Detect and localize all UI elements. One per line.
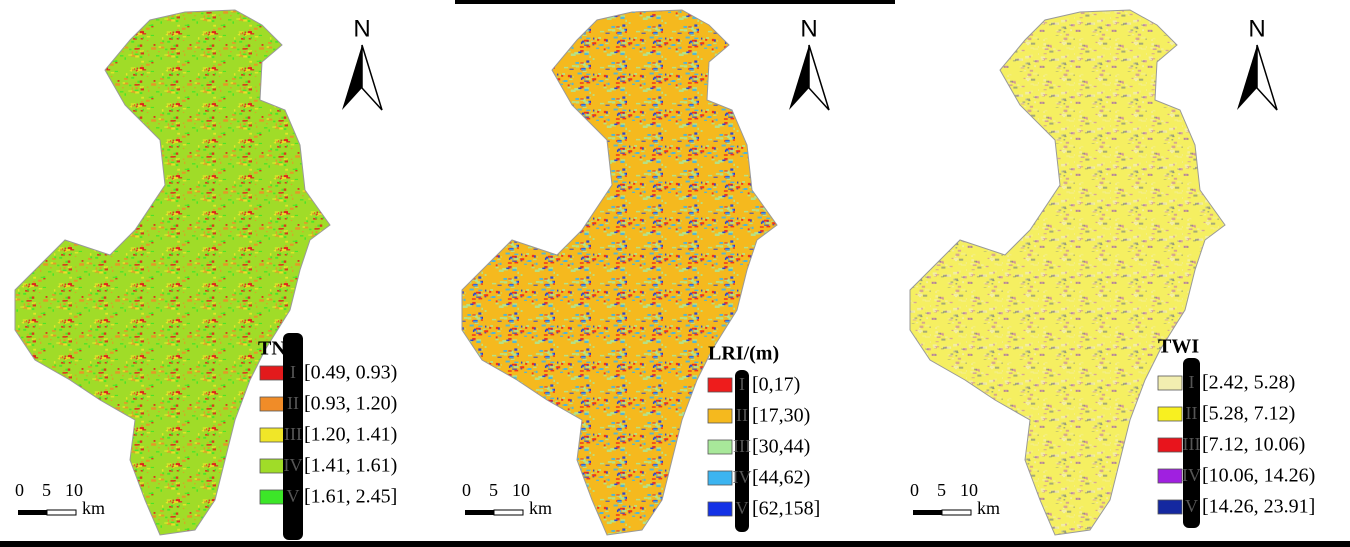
legend-range: [14.26, 23.91] xyxy=(1202,496,1315,518)
legend-class-id: I xyxy=(1189,372,1195,392)
legend-class-id: I xyxy=(739,374,745,394)
scale-bar xyxy=(46,509,77,516)
north-label: N xyxy=(353,15,370,42)
legend-swatch xyxy=(707,501,733,517)
legend-range: [1.61, 2.45] xyxy=(304,486,397,508)
legend-range: [0.49, 0.93) xyxy=(304,362,397,384)
north-arrow xyxy=(1237,45,1257,110)
redaction-mark xyxy=(735,370,749,532)
legend-range: [0,17) xyxy=(752,374,800,396)
legend-class-id: IV xyxy=(1182,465,1201,485)
legend-class-id: V xyxy=(736,498,749,518)
legend-class-id: V xyxy=(1185,496,1198,516)
legend-range: [17,30) xyxy=(752,405,810,427)
legend-title: LRI/(m) xyxy=(708,343,779,365)
north-arrow xyxy=(342,45,362,110)
scale-tick: 5 xyxy=(42,480,51,500)
scale-bar xyxy=(465,510,494,515)
scale-bar xyxy=(493,509,524,516)
legend-swatch xyxy=(259,458,285,474)
redaction-mark xyxy=(1183,358,1200,528)
legend-swatch xyxy=(259,489,285,505)
legend-range: [2.42, 5.28) xyxy=(1202,372,1295,394)
legend-range: [62,158] xyxy=(752,498,820,520)
north-arrow xyxy=(361,44,383,111)
region-map xyxy=(14,9,331,536)
scale-tick: 5 xyxy=(489,480,498,500)
legend-range: [7.12, 10.06) xyxy=(1202,434,1305,456)
scale-bar xyxy=(18,510,47,515)
legend-class-id: II xyxy=(736,405,748,425)
legend-class-id: III xyxy=(733,436,751,456)
legend-range: [5.28, 7.12) xyxy=(1202,403,1295,425)
north-arrow xyxy=(808,44,830,111)
north-label: N xyxy=(800,15,817,42)
region-map xyxy=(909,9,1226,536)
legend-swatch xyxy=(1157,499,1183,515)
legend-range: [44,62) xyxy=(752,467,810,489)
legend-range: [0.93, 1.20) xyxy=(304,393,397,415)
north-label: N xyxy=(1248,15,1265,42)
scale-unit: km xyxy=(82,498,105,518)
scale-tick: 0 xyxy=(910,480,919,500)
legend-swatch xyxy=(707,439,733,455)
legend-swatch xyxy=(1157,406,1183,422)
legend-class-id: IV xyxy=(284,455,303,475)
legend-swatch xyxy=(259,427,285,443)
legend-swatch xyxy=(259,396,285,412)
legend-range: [1.20, 1.41) xyxy=(304,424,397,446)
legend-class-id: II xyxy=(287,393,299,413)
scale-tick: 10 xyxy=(960,480,978,500)
legend-swatch xyxy=(1157,375,1183,391)
legend-title: TWI xyxy=(1158,336,1199,358)
region-map xyxy=(461,9,778,536)
legend-class-id: V xyxy=(287,486,300,506)
legend-range: [10.06, 14.26) xyxy=(1202,465,1315,487)
scale-tick: 10 xyxy=(65,480,83,500)
north-arrow xyxy=(1256,44,1278,111)
legend-class-id: II xyxy=(1186,403,1198,423)
legend-class-id: III xyxy=(284,424,302,444)
frame-top xyxy=(455,0,895,4)
scale-unit: km xyxy=(977,498,1000,518)
legend-range: [30,44) xyxy=(752,436,810,458)
north-arrow xyxy=(789,45,809,110)
legend-class-id: I xyxy=(290,362,296,382)
scale-tick: 0 xyxy=(462,480,471,500)
legend-swatch xyxy=(707,470,733,486)
scale-bar xyxy=(913,510,942,515)
legend-swatch xyxy=(259,365,285,381)
redaction-mark xyxy=(283,333,303,540)
legend-swatch xyxy=(1157,437,1183,453)
legend-class-id: III xyxy=(1183,434,1201,454)
scale-tick: 0 xyxy=(15,480,24,500)
scale-unit: km xyxy=(529,498,552,518)
scale-tick: 5 xyxy=(937,480,946,500)
scale-tick: 10 xyxy=(512,480,530,500)
legend-class-id: IV xyxy=(733,467,752,487)
frame-bottom xyxy=(0,541,1350,547)
legend-swatch xyxy=(707,377,733,393)
scale-bar xyxy=(941,509,972,516)
legend-swatch xyxy=(1157,468,1183,484)
legend-range: [1.41, 1.61) xyxy=(304,455,397,477)
legend-swatch xyxy=(707,408,733,424)
